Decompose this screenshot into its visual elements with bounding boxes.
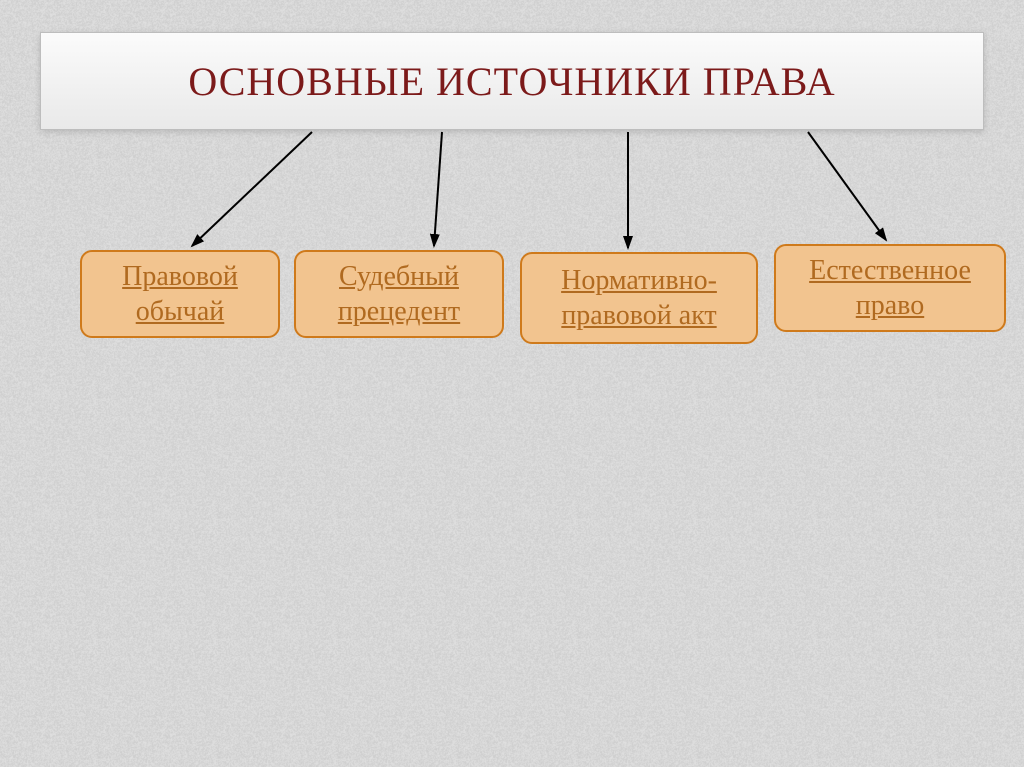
node-natural-law[interactable]: Естественное право <box>774 244 1006 332</box>
node-label: Судебный прецедент <box>302 259 496 329</box>
node-legal-custom[interactable]: Правовой обычай <box>80 250 280 338</box>
title-box: ОСНОВНЫЕ ИСТОЧНИКИ ПРАВА <box>40 32 984 130</box>
arrow <box>192 132 312 246</box>
node-label: Правовой обычай <box>88 259 272 329</box>
arrow <box>434 132 442 246</box>
node-label: Нормативно-правовой акт <box>528 263 750 333</box>
node-normative-act[interactable]: Нормативно-правовой акт <box>520 252 758 344</box>
node-judicial-precedent[interactable]: Судебный прецедент <box>294 250 504 338</box>
arrow <box>808 132 886 240</box>
node-label: Естественное право <box>782 253 998 323</box>
diagram-title: ОСНОВНЫЕ ИСТОЧНИКИ ПРАВА <box>188 58 835 105</box>
